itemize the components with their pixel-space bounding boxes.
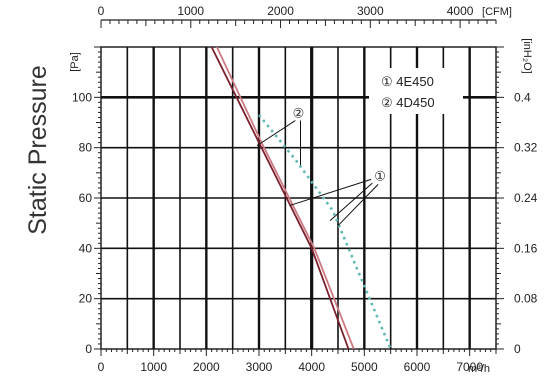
y-secondary-tick-label: 0.24 [514, 191, 538, 205]
x-axis-tick-label: 2000 [193, 360, 220, 374]
x-secondary-tick-label: 2000 [267, 4, 294, 18]
leader-line [289, 178, 372, 207]
y-secondary-tick-label: 0 [514, 342, 521, 356]
series-layer: ②① [210, 46, 392, 350]
x-axis-tick-label: 7000 [456, 360, 483, 374]
legend-marker: ② [381, 95, 393, 110]
y-axis-tick-label: 40 [79, 241, 93, 255]
legend-item-4d450: ② 4D450 [381, 95, 435, 110]
y-axis-unit: [Pa] [69, 52, 81, 72]
annotation-marker-1: ① [374, 168, 386, 183]
legend-label: 4D450 [396, 95, 434, 110]
y-axis-tick-label: 80 [79, 141, 93, 155]
y-secondary-axis-unit: [inH₂O] [521, 38, 533, 73]
x-axis-unit: m³/h [468, 363, 490, 375]
x-secondary-tick-label: 3000 [357, 4, 384, 18]
leader-line [329, 181, 374, 222]
y-secondary-tick-label: 0.08 [514, 292, 538, 306]
legend-item-4e450: ① 4E450 [381, 74, 434, 89]
y-axis-tick-label: 20 [79, 292, 93, 306]
series-line-1 [210, 46, 350, 350]
x-axis-tick-label: 0 [98, 360, 105, 374]
legend-marker: ① [381, 74, 393, 89]
x-secondary-tick-label: 1000 [177, 4, 204, 18]
x-secondary-tick-label: 4000 [447, 4, 474, 18]
leader-line [256, 120, 296, 147]
y-secondary-tick-label: 0.4 [514, 90, 531, 104]
annotation-marker-2-backdrop [290, 104, 307, 121]
x-axis-tick-label: 1000 [140, 360, 167, 374]
series-line-3 [257, 114, 392, 350]
x-secondary-tick-label: 0 [98, 4, 105, 18]
x-axis-tick-label: 6000 [404, 360, 431, 374]
leader-line [337, 184, 379, 227]
annotation-marker-2: ② [293, 105, 305, 120]
x-axis-tick-label: 5000 [351, 360, 378, 374]
legend-backdrop [369, 68, 463, 114]
x-axis-tick-label: 4000 [298, 360, 325, 374]
x-secondary-axis-unit: [CFM] [482, 6, 512, 18]
legend: ① 4E450 ② 4D450 [369, 68, 463, 114]
series-line-2 [216, 46, 355, 350]
legend-label: 4E450 [396, 74, 434, 89]
y-axis-tick-label: 60 [79, 191, 93, 205]
y-secondary-tick-label: 0.32 [514, 141, 538, 155]
y-axis-tick-label: 0 [85, 342, 92, 356]
annotation-marker-1-backdrop [372, 167, 389, 184]
y-axis-tick-label: 100 [72, 90, 92, 104]
y-secondary-tick-label: 0.16 [514, 241, 538, 255]
y-axis-title: Static Pressure [24, 65, 52, 235]
label-layer: Static Pressure m³/h [CFM] [Pa] [inH₂O] [24, 6, 533, 375]
x-axis-tick-label: 3000 [246, 360, 273, 374]
